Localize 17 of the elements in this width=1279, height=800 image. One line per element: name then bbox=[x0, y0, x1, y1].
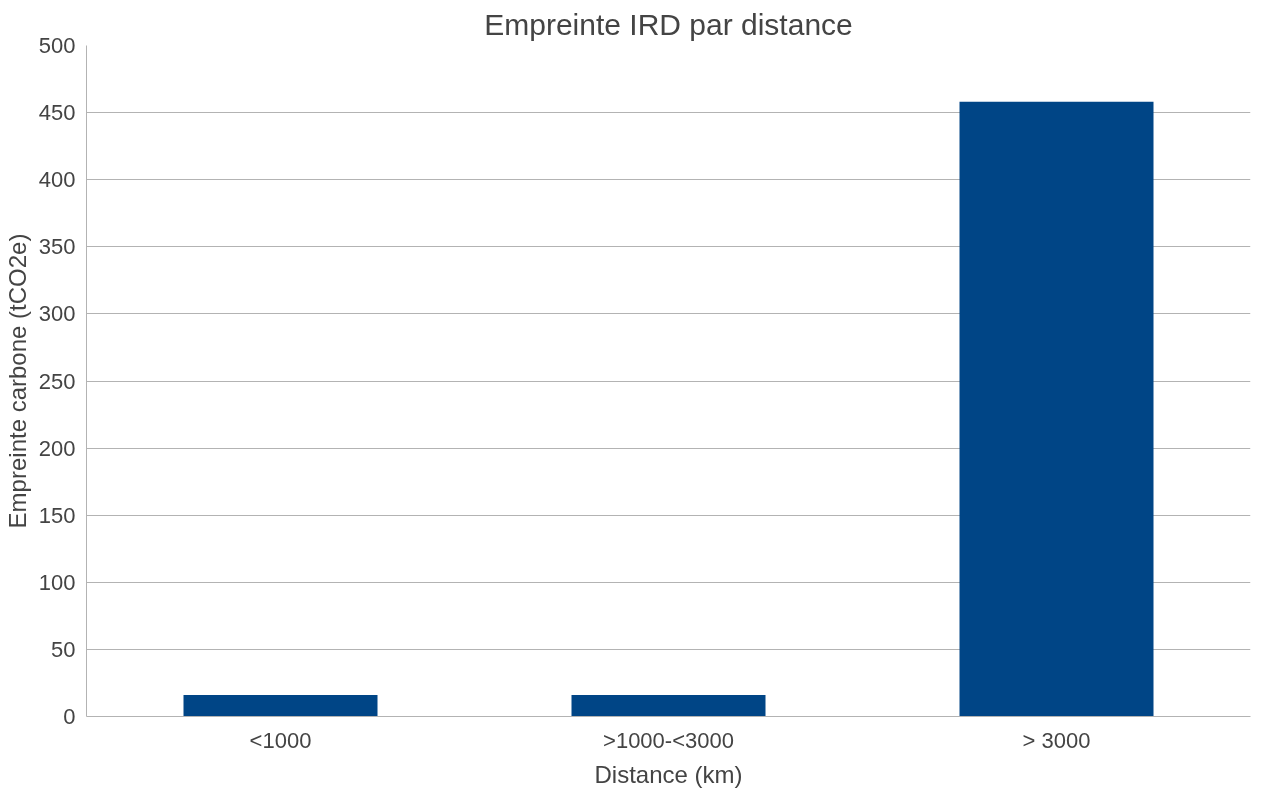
y-tick-label: 100 bbox=[38, 569, 76, 595]
chart-title: Empreinte IRD par distance bbox=[484, 7, 853, 41]
y-tick-label: 200 bbox=[38, 435, 76, 461]
x-tick-label: >1000-<3000 bbox=[603, 727, 734, 753]
y-tick-label: 250 bbox=[38, 368, 76, 394]
y-tick-label: 300 bbox=[38, 301, 76, 327]
y-tick-label: 500 bbox=[38, 33, 76, 58]
y-axis-title: Empreinte carbone (tCO2e) bbox=[3, 233, 31, 529]
x-tick-label: <1000 bbox=[249, 727, 312, 753]
x-tick-label: > 3000 bbox=[1022, 727, 1091, 753]
y-tick-label: 450 bbox=[38, 100, 76, 126]
x-axis-title: Distance (km) bbox=[594, 760, 743, 788]
y-tick-label: 0 bbox=[63, 704, 76, 729]
y-tick-label: 150 bbox=[38, 502, 76, 528]
y-tick-label: 350 bbox=[38, 234, 76, 260]
y-tick-label: 50 bbox=[51, 636, 76, 662]
y-tick-label: 400 bbox=[38, 167, 76, 193]
